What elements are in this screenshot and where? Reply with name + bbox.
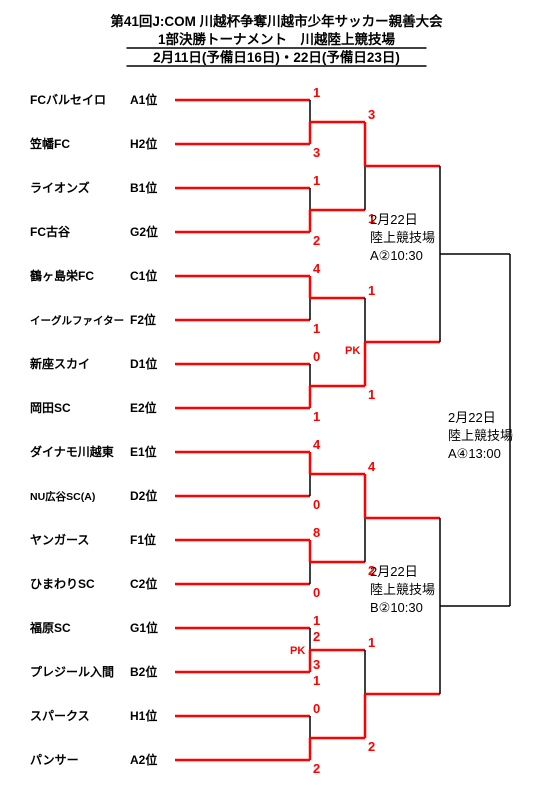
final-date: 2月22日 (448, 410, 496, 425)
team-seed: E2位 (130, 400, 157, 415)
r1-score-bot: 0 (313, 585, 320, 600)
r1-score-top: 4 (313, 261, 321, 276)
team-name: FC古谷 (30, 224, 71, 239)
team-name: 笠幡FC (29, 136, 70, 151)
team-seed: A2位 (130, 752, 157, 767)
team-seed: D2位 (130, 488, 157, 503)
svg-text:3: 3 (313, 657, 320, 672)
pk-label: PK (345, 345, 360, 357)
team-seed: F2位 (130, 312, 156, 327)
r1-score-top: 4 (313, 437, 321, 452)
r2-score-bot: 1 (368, 387, 375, 402)
final-slot: A④13:00 (448, 446, 501, 461)
team-seed: B2位 (130, 664, 157, 679)
team-name: プレジール入間 (30, 664, 114, 679)
semi-venue: 陸上競技場 (370, 582, 435, 597)
team-seed: C1位 (130, 268, 157, 283)
r1-score-bot: 3 (313, 145, 320, 160)
team-seed: A1位 (130, 92, 157, 107)
team-name: NU広谷SC(A) (30, 490, 95, 503)
team-seed: H1位 (130, 708, 157, 723)
r2-score-top: 1 (368, 283, 375, 298)
team-name: ヤンガース (30, 532, 89, 547)
r1-score-top: 0 (313, 701, 320, 716)
semi-slot: A②10:30 (370, 248, 423, 263)
final-venue: 陸上競技場 (448, 428, 513, 443)
r2-score-top: 4 (368, 459, 376, 474)
team-name: ひまわりSC (30, 577, 95, 591)
team-seed: B1位 (130, 180, 157, 195)
team-seed: G2位 (130, 224, 158, 239)
r1-score-bot: 1 (313, 673, 320, 688)
team-seed: F1位 (130, 532, 156, 547)
team-name: 鶴ヶ島栄FC (30, 268, 94, 283)
title-line2: 1部決勝トーナメント 川越陸上競技場 (158, 31, 396, 47)
svg-text:2: 2 (313, 629, 320, 644)
team-name: ライオンズ (30, 180, 90, 195)
team-seed: C2位 (130, 576, 157, 591)
team-name: 福原SC (29, 620, 71, 635)
title-line1: 第41回J:COM 川越杯争奪川越市少年サッカー親善大会 (110, 13, 443, 29)
title-line3: 2月11日(予備日16日)・22日(予備日23日) (153, 49, 400, 65)
r1-score-top: 8 (313, 525, 320, 540)
team-name: パンサー (30, 753, 79, 767)
r1-score-top: 1 (313, 613, 320, 628)
team-seed: E1位 (130, 444, 157, 459)
r1-score-bot: 1 (313, 321, 320, 336)
r1-score-top: 1 (313, 173, 320, 188)
team-seed: D1位 (130, 356, 157, 371)
semi-venue: 陸上競技場 (370, 230, 435, 245)
r1-score-top: 0 (313, 349, 320, 364)
semi-date: 2月22日 (370, 212, 418, 227)
team-name: イーグルファイター (30, 314, 124, 327)
r2-score-bot: 2 (368, 739, 375, 754)
team-name: ダイナモ川越東 (30, 444, 114, 459)
team-name: FCバルセイロ (30, 93, 106, 107)
team-name: 岡田SC (30, 401, 71, 415)
r1-score-bot: 2 (313, 761, 320, 776)
semi-date: 2月22日 (370, 564, 418, 579)
bracket-diagram: 第41回J:COM 川越杯争奪川越市少年サッカー親善大会 1部決勝トーナメント 川… (0, 0, 553, 791)
r1-score-bot: 1 (313, 409, 320, 424)
r2-score-top: 1 (368, 635, 375, 650)
pk-label: PK (290, 645, 305, 657)
team-name: 新座スカイ (30, 356, 90, 371)
r1-score-bot: 0 (313, 497, 320, 512)
team-name: スパークス (30, 709, 90, 723)
r1-score-bot: 2 (313, 233, 320, 248)
semi-slot: B②10:30 (370, 600, 423, 615)
r1-score-top: 1 (313, 85, 320, 100)
team-seed: H2位 (130, 136, 157, 151)
r2-score-top: 3 (368, 107, 375, 122)
team-seed: G1位 (130, 620, 158, 635)
